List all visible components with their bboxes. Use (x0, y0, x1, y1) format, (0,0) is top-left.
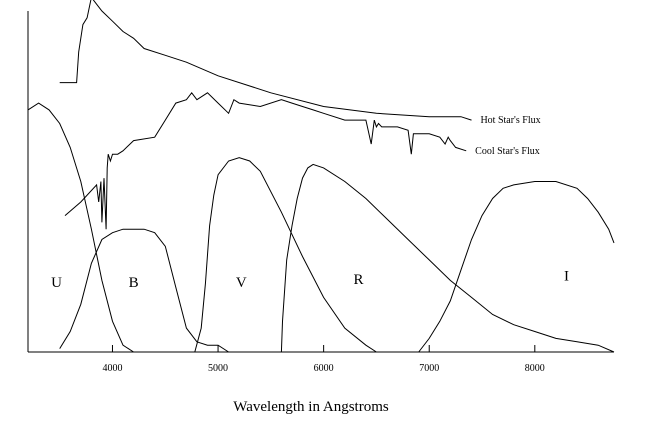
annotations: Hot Star's Flux Cool Star's Flux U B V R I (51, 115, 569, 291)
series-line-hot-star-s-flux (59, 0, 472, 121)
x-tick-label-4000: 4000 (102, 363, 122, 374)
x-ticks: 4000 5000 6000 7000 8000 (102, 345, 545, 374)
series-label-hot-star-s-flux: Hot Star's Flux (480, 115, 540, 126)
series-line-v (194, 157, 377, 353)
series-label-cool-star-s-flux: Cool Star's Flux (475, 146, 540, 157)
band-label-u: U (51, 275, 62, 291)
band-label-r: R (353, 272, 363, 288)
band-label-i: I (564, 268, 569, 284)
series-line-u (27, 102, 134, 353)
x-tick-label-5000: 5000 (208, 363, 228, 374)
series-line-r (280, 163, 615, 353)
band-label-b: B (129, 275, 139, 291)
x-tick-label-8000: 8000 (525, 363, 545, 374)
series-line-b (59, 228, 229, 353)
series-curves (27, 0, 615, 353)
x-tick-label-7000: 7000 (419, 363, 439, 374)
x-axis-title: Wavelength in Angstroms (233, 399, 389, 415)
x-tick-label-6000: 6000 (314, 363, 334, 374)
series-line-cool-star-s-flux (64, 91, 467, 230)
band-label-v: V (236, 275, 247, 291)
series-line-i (418, 181, 615, 353)
